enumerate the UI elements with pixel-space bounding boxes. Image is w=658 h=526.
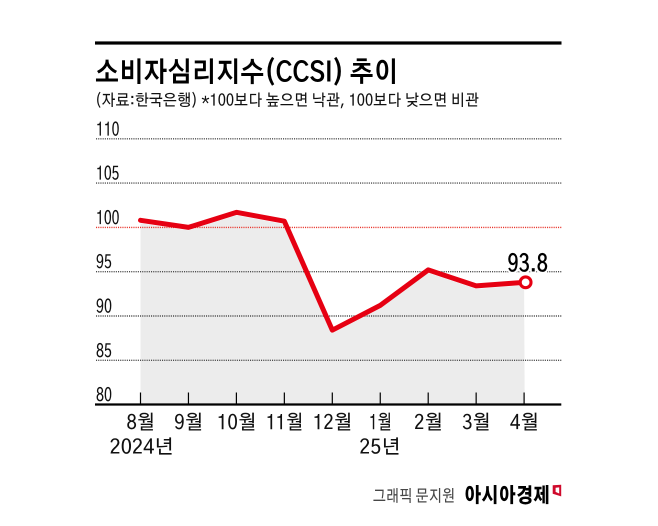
- brand-flag-icon: [552, 484, 562, 497]
- x-axis-label-3월: 3월: [462, 412, 490, 434]
- x-axis-year-label-25년: 25년: [359, 437, 400, 459]
- x-axis-ticks: [139, 392, 525, 405]
- x-axis-label-12월: 12월: [313, 412, 352, 434]
- x-axis-label-10월: 10월: [217, 412, 256, 434]
- x-axis-year-labels: 2024년 25년: [110, 437, 401, 459]
- y-axis-label-90: 90: [96, 298, 112, 317]
- x-axis-label-2월: 2월: [414, 412, 443, 434]
- y-axis-label-100: 100: [96, 209, 120, 228]
- x-axis-labels: 8월 9월 10월 11월 12월 1월 2월 3월 4월: [127, 412, 539, 434]
- gridlines: [96, 138, 562, 361]
- graphic-credit: 그래픽 문지원: [373, 487, 455, 505]
- y-axis-label-105: 105: [96, 165, 120, 184]
- x-axis-label-8월: 8월: [127, 412, 155, 434]
- x-axis-year-label-2024년: 2024년: [110, 437, 174, 459]
- y-axis-label-85: 85: [96, 342, 112, 361]
- x-axis-label-1월: 1월: [369, 412, 392, 434]
- under-line-area: [140, 215, 525, 405]
- x-axis-label-4월: 4월: [510, 412, 539, 434]
- y-axis-label-110: 110: [96, 120, 120, 139]
- page-title: 소비자심리지수(CCSI) 추이: [95, 57, 398, 88]
- ccsi-series-line: [138, 209, 527, 333]
- chart-source-note: (자료:한국은행) *100보다 높으면 낙관, 100보다 낮으면 비관: [95, 92, 479, 110]
- title-rule: [95, 41, 562, 45]
- last-point-marker: [518, 275, 533, 290]
- y-axis-labels: 80 85 90 95 100 105 110: [96, 120, 120, 405]
- brand-logotype: 아시아경제: [464, 484, 550, 507]
- y-axis-label-95: 95: [96, 253, 112, 272]
- x-axis-label-11월: 11월: [266, 412, 303, 434]
- x-axis-label-9월: 9월: [174, 412, 203, 434]
- y-axis-label-80: 80: [96, 386, 112, 405]
- last-value-label: 93.8: [507, 252, 548, 276]
